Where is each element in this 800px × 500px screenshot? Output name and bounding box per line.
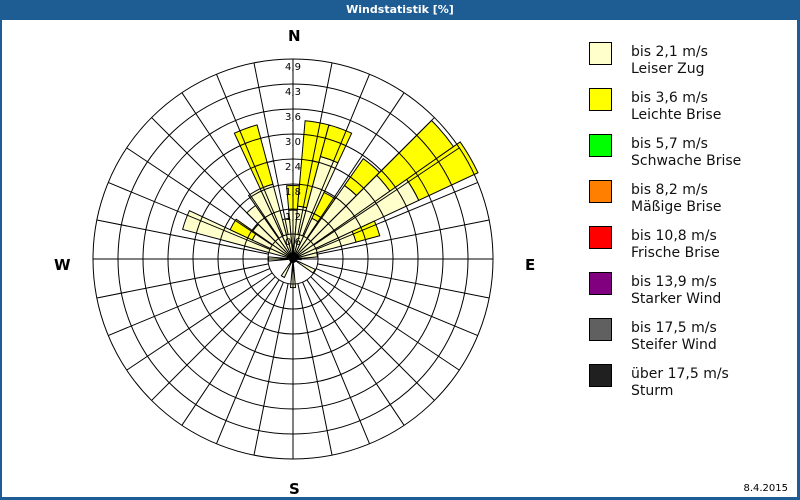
compass-west-label: W <box>54 256 71 274</box>
compass-south-label: S <box>289 480 300 498</box>
legend-swatch <box>589 364 612 387</box>
radial-tick-label: 3,0 <box>285 137 301 148</box>
grid-spoke <box>302 281 370 444</box>
legend-range: bis 13,9 m/s <box>631 274 717 290</box>
grid-spoke <box>151 117 276 242</box>
legend-swatch <box>589 226 612 249</box>
legend-swatch <box>589 134 612 157</box>
compass-north-label: N <box>288 27 301 45</box>
grid-spoke <box>216 281 284 444</box>
grid-spoke <box>306 92 405 239</box>
grid-spoke <box>181 279 280 426</box>
grid-spoke <box>151 276 276 401</box>
grid-spoke <box>315 268 478 336</box>
radial-tick-label: 1,8 <box>285 187 301 198</box>
wind-sector-wedge <box>281 217 294 260</box>
center-dot <box>289 255 297 263</box>
legend-label: Mäßige Brise <box>631 199 722 215</box>
radial-tick-label: 2,4 <box>285 162 301 173</box>
wind-sector-wedge <box>292 252 318 260</box>
legend-label: Steifer Wind <box>631 337 717 353</box>
wind-rose-chart: 0,6 1,2 1,8 2,4 3,0 3,6 4,3 4,9 <box>92 58 494 460</box>
grid-spoke <box>96 263 269 299</box>
legend-swatch <box>589 42 612 65</box>
wind-sector-wedge <box>405 141 479 202</box>
window-border-bottom <box>0 497 800 500</box>
legend-range: bis 3,6 m/s <box>631 90 708 106</box>
grid-spoke <box>315 182 478 250</box>
grid-spoke <box>306 279 405 426</box>
window-border-left <box>0 20 2 500</box>
grid-spoke <box>302 74 370 237</box>
grid-spoke <box>313 272 460 371</box>
radial-tick-label: 3,6 <box>285 112 301 123</box>
grid-spoke <box>108 182 271 250</box>
wind-sector-wedge <box>319 124 353 164</box>
legend-range: bis 17,5 m/s <box>631 320 717 336</box>
window-border-right <box>797 20 800 500</box>
legend-swatch <box>589 180 612 203</box>
window-title: Windstatistik [%] <box>0 0 800 20</box>
legend-label: Leichte Brise <box>631 107 722 123</box>
radial-tick-label: 4,3 <box>285 87 301 98</box>
radial-tick-label: 0,6 <box>285 237 301 248</box>
grid-spoke <box>181 92 280 239</box>
grid-spoke <box>126 147 273 246</box>
legend-label: Leiser Zug <box>631 61 705 77</box>
grid-spoke <box>310 276 435 401</box>
grid-spoke <box>310 117 435 242</box>
legend-label: Starker Wind <box>631 291 722 307</box>
grid-spoke <box>317 219 490 255</box>
legend-swatch <box>589 272 612 295</box>
wind-sector-wedge <box>280 258 294 279</box>
radial-tick-label: 1,2 <box>285 212 301 223</box>
date-label: 8.4.2015 <box>743 483 788 494</box>
legend-range: bis 5,7 m/s <box>631 136 708 152</box>
legend-label: Sturm <box>631 383 674 399</box>
legend-range: bis 10,8 m/s <box>631 228 717 244</box>
grid-spoke <box>126 272 273 371</box>
legend-range: bis 2,1 m/s <box>631 44 708 60</box>
legend-label: Schwache Brise <box>631 153 742 169</box>
legend-swatch <box>589 88 612 111</box>
wind-sector-wedge <box>292 258 316 274</box>
grid-spoke <box>297 62 333 235</box>
grid-spoke <box>253 62 289 235</box>
radial-tick-label: 4,9 <box>285 62 301 73</box>
legend-label: Frische Brise <box>631 245 720 261</box>
grid-spoke <box>317 263 490 299</box>
grid-spoke <box>313 147 460 246</box>
grid-spoke <box>253 283 289 456</box>
legend-swatch <box>589 318 612 341</box>
compass-east-label: E <box>525 256 536 274</box>
grid-spoke <box>297 283 333 456</box>
legend-range: über 17,5 m/s <box>631 366 729 382</box>
wind-sector-wedge <box>181 210 294 260</box>
wind-sector-wedge <box>229 218 257 241</box>
grid-spoke <box>216 74 284 237</box>
legend-range: bis 8,2 m/s <box>631 182 708 198</box>
grid-spoke <box>96 219 269 255</box>
grid-spoke <box>108 268 271 336</box>
